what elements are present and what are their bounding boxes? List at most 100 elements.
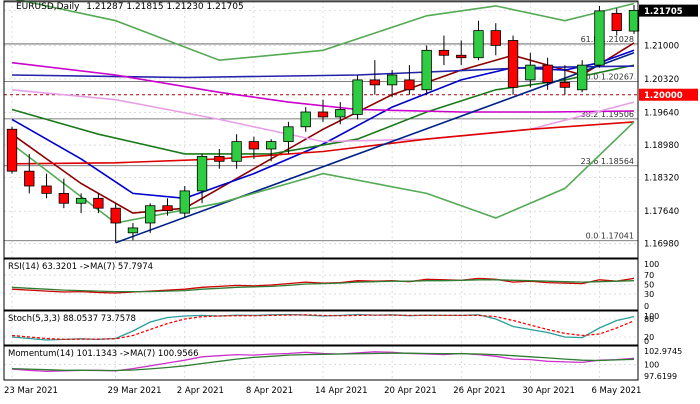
candle-body	[196, 155, 208, 192]
x-tick-label: 30 Apr 2021	[522, 386, 575, 396]
candle-body	[6, 128, 18, 172]
rsi-ma-line	[11, 279, 635, 293]
x-tick-label: 26 Apr 2021	[453, 386, 506, 396]
ohlc-label: 1.21287 1.21815 1.21230 1.21705	[86, 2, 244, 12]
price-tag-label: 1.21705	[644, 7, 683, 17]
candle-body	[438, 49, 450, 56]
candle-body	[594, 10, 605, 66]
candle-body	[93, 197, 104, 209]
indicator-y-tick: 80	[644, 315, 654, 324]
rsi-pane: RSI(14) 63.3201 ->MA(7) 57.7974	[4, 262, 638, 295]
y-tick-label: 1.16980	[644, 240, 679, 250]
candle-body	[577, 64, 588, 91]
candle-body	[559, 81, 571, 88]
candle-body	[231, 141, 242, 162]
x-tick-label: 29 Mar 2021	[108, 386, 162, 396]
stoch-signal-line	[11, 314, 635, 341]
fib-label: 50.0 1.20267	[581, 72, 634, 81]
indicator-y-tick: 0	[644, 302, 649, 311]
indicator-y-tick: 100	[644, 260, 659, 269]
moving-average-line	[11, 64, 635, 155]
candle-body	[525, 64, 536, 81]
indicator-y-tick: 97.6199	[644, 372, 677, 381]
candle-body	[145, 205, 156, 224]
fib-label: 61.8 1.21028	[581, 35, 634, 44]
y-tick-label: 1.20320	[644, 75, 679, 85]
candle-body	[611, 12, 622, 31]
candle-body	[58, 192, 69, 204]
moving-average-line	[11, 121, 635, 224]
candle-body	[473, 30, 484, 59]
candle-body	[542, 64, 553, 83]
candle-body	[110, 207, 121, 224]
y-tick-label: 1.21000	[644, 41, 679, 51]
candle-body	[352, 79, 363, 115]
candle-body	[490, 30, 501, 46]
indicator-y-tick: 30	[644, 290, 654, 299]
y-tick-label: 1.18980	[644, 141, 679, 151]
indicator-y-tick: 20	[644, 333, 654, 342]
axes: 23 Mar 2021 29 Mar 2021 2 Apr 2021 8 Apr 20…	[3, 0, 698, 396]
x-tick-label: 2 Apr 2021	[177, 386, 224, 396]
symbol-label: EURUSD,Daily	[16, 2, 80, 12]
moving-average-line	[11, 49, 635, 200]
candle-body	[317, 111, 329, 118]
candle-body	[127, 227, 139, 234]
indicator-y-tick: 70	[644, 271, 654, 280]
indicator-y-tick: 0	[644, 337, 649, 346]
pane-frame-sto	[3, 310, 639, 346]
candle-body	[421, 49, 432, 91]
x-tick-label: 6 May 2021	[591, 386, 641, 396]
moving-average-line	[11, 121, 635, 165]
stoch-pane: Stoch(5,3,3) 88.0537 73.7578	[4, 313, 638, 341]
indicator-title: Stoch(5,3,3) 88.0537 73.7578	[8, 314, 136, 324]
indicator-y-tick: 50	[644, 281, 654, 290]
x-tick-label: 8 Apr 2021	[246, 386, 293, 396]
candle-body	[507, 40, 519, 88]
fib-label: 0.0 1.17041	[586, 232, 634, 241]
candle-body	[248, 141, 260, 150]
level-tag-bg	[639, 88, 698, 101]
candle-body	[41, 185, 52, 194]
indicator-y-tick: 100	[644, 361, 659, 370]
candle-body	[283, 126, 294, 142]
candle-body	[404, 79, 415, 91]
x-tick-label: 23 Mar 2021	[4, 386, 58, 396]
price-tag-bg	[639, 4, 698, 17]
candle-body	[179, 190, 190, 214]
x-tick-label: 14 Apr 2021	[315, 386, 368, 396]
momentum-pane: Momentum(14) 101.1343 ->MA(7) 100.9566	[4, 349, 638, 373]
indicator-title: RSI(14) 63.3201 ->MA(7) 57.7974	[8, 262, 153, 272]
fib-label: 38.2 1.19506	[581, 110, 634, 119]
candle-body	[24, 170, 35, 187]
indicator-y-tick: 100	[644, 312, 659, 321]
indicator-title: Momentum(14) 101.1343 ->MA(7) 100.9566	[8, 349, 198, 359]
fib-label: 23.6 1.18564	[581, 157, 634, 166]
indicator-y-tick: 102.9745	[644, 347, 682, 356]
momentum-ma-line	[11, 352, 635, 372]
candle-body	[214, 155, 225, 162]
candle-body	[386, 74, 398, 86]
pane-frame-rsi	[3, 258, 639, 311]
y-tick-label: 1.19640	[644, 108, 679, 118]
candle-body	[335, 109, 346, 118]
candle-body	[456, 54, 467, 59]
y-tick-label: 1.18320	[644, 174, 679, 184]
moving-average-line	[15, 0, 635, 62]
stoch-main-line	[11, 313, 635, 341]
candle-body	[300, 111, 311, 128]
pane-frame-main	[3, 0, 639, 259]
candle-body	[75, 197, 87, 204]
candle-body	[162, 205, 173, 212]
y-tick-label: 1.17640	[644, 207, 679, 217]
candle-body	[369, 79, 380, 86]
header-text: EURUSD,Daily 1.21287 1.21815 1.21230 1.2…	[16, 2, 244, 12]
candle-body	[266, 141, 277, 150]
level-tag-label: 1.20000	[644, 91, 683, 101]
pane-frame-mom	[3, 345, 639, 381]
x-tick-label: 20 Apr 2021	[384, 386, 437, 396]
candle-body	[628, 9, 640, 32]
